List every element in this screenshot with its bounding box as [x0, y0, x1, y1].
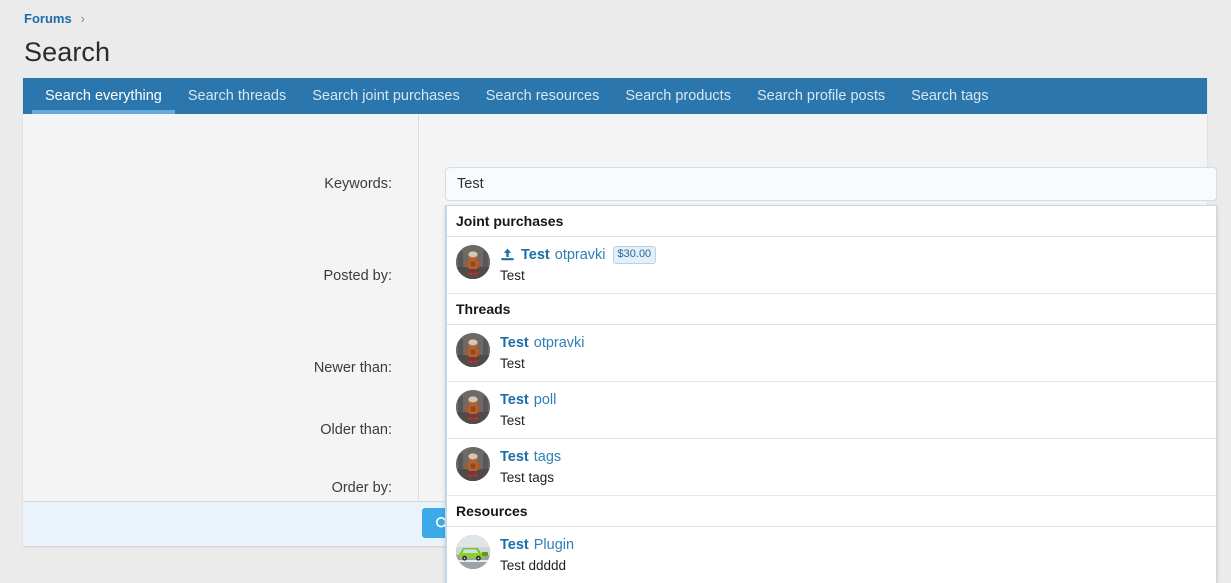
autocomplete-item[interactable]: Test tags Test tags	[447, 439, 1216, 496]
tab-label: Search everything	[45, 88, 162, 104]
autocomplete-item[interactable]: Test otpravki $30.00 Test	[447, 237, 1216, 294]
autocomplete-item-rest: tags	[533, 449, 562, 465]
search-tabs: Search everything Search threads Search …	[23, 78, 1207, 114]
label-newer-than: Newer than:	[313, 360, 392, 376]
tab-label: Search joint purchases	[312, 88, 460, 104]
autocomplete-item[interactable]: Test otpravki Test	[447, 325, 1216, 382]
label-older-than: Older than:	[320, 422, 392, 438]
autocomplete-item[interactable]: Test poll Test	[447, 382, 1216, 439]
tab-search-profile-posts[interactable]: Search profile posts	[744, 78, 898, 114]
autocomplete-item-snippet: Test	[500, 356, 525, 371]
autocomplete-item-snippet: Test	[500, 413, 525, 428]
autocomplete-item-rest: Plugin	[533, 537, 575, 553]
autocomplete-item-title: Test poll	[500, 391, 556, 409]
autocomplete-item-body: Test Plugin Test ddddd	[500, 535, 574, 574]
upload-icon	[500, 248, 515, 263]
tab-search-everything[interactable]: Search everything	[32, 78, 175, 114]
label-posted-by: Posted by:	[323, 268, 392, 284]
price-badge: $30.00	[612, 246, 657, 264]
autocomplete-item-body: Test tags Test tags	[500, 447, 561, 486]
form-label-column: Keywords: Posted by: Newer than: Older t…	[23, 114, 419, 501]
autocomplete-item-keyword: Test	[500, 537, 529, 553]
autocomplete-item-rest: otpravki	[554, 247, 606, 263]
tab-search-products[interactable]: Search products	[612, 78, 744, 114]
breadcrumb-item-forums[interactable]: Forums	[24, 11, 72, 26]
avatar	[456, 333, 490, 367]
autocomplete-group-heading: Joint purchases	[447, 206, 1216, 237]
autocomplete-group-heading: Resources	[447, 496, 1216, 527]
tab-search-tags[interactable]: Search tags	[898, 78, 1001, 114]
autocomplete-item-body: Test poll Test	[500, 390, 556, 429]
autocomplete-item-snippet: Test tags	[500, 470, 555, 485]
autocomplete-item-body: Test otpravki Test	[500, 333, 585, 372]
tab-label: Search tags	[911, 88, 989, 104]
page-title: Search	[24, 37, 111, 67]
tab-search-threads[interactable]: Search threads	[175, 78, 299, 114]
tab-label: Search products	[625, 88, 731, 104]
label-keywords: Keywords:	[324, 176, 392, 192]
tab-label: Search threads	[187, 88, 287, 104]
label-order-by: Order by:	[331, 480, 392, 496]
autocomplete-item-keyword: Test	[500, 335, 529, 351]
avatar	[456, 535, 490, 569]
autocomplete-item-title: Test otpravki	[500, 334, 585, 352]
autocomplete-dropdown: Joint purchases	[445, 205, 1217, 583]
avatar	[456, 390, 490, 424]
form-field-column: Joint purchases	[419, 114, 1217, 583]
autocomplete-item[interactable]: Test Plugin Test ddddd	[447, 527, 1216, 583]
search-block: Search everything Search threads Search …	[23, 78, 1217, 583]
autocomplete-item-rest: poll	[533, 392, 557, 408]
autocomplete-item-snippet: Test ddddd	[500, 558, 567, 573]
autocomplete-item-body: Test otpravki $30.00 Test	[500, 245, 657, 284]
breadcrumb: Forums ›	[24, 11, 85, 26]
breadcrumb-separator-icon: ›	[80, 11, 86, 26]
avatar	[456, 447, 490, 481]
search-form: Keywords: Posted by: Newer than: Older t…	[23, 114, 1217, 583]
autocomplete-item-title: Test otpravki $30.00	[500, 246, 657, 264]
tab-search-joint-purchases[interactable]: Search joint purchases	[299, 78, 473, 114]
autocomplete-item-keyword: Test	[500, 449, 529, 465]
tab-search-resources[interactable]: Search resources	[473, 78, 613, 114]
keywords-input[interactable]	[445, 167, 1217, 201]
autocomplete-item-title: Test tags	[500, 448, 561, 466]
tab-label: Search profile posts	[756, 88, 886, 104]
autocomplete-item-title: Test Plugin	[500, 536, 574, 554]
autocomplete-item-snippet: Test	[500, 268, 525, 283]
autocomplete-item-keyword: Test	[521, 247, 550, 263]
autocomplete-group-heading: Threads	[447, 294, 1216, 325]
autocomplete-item-keyword: Test	[500, 392, 529, 408]
autocomplete-item-rest: otpravki	[533, 335, 585, 351]
avatar	[456, 245, 490, 279]
tab-label: Search resources	[485, 88, 600, 104]
